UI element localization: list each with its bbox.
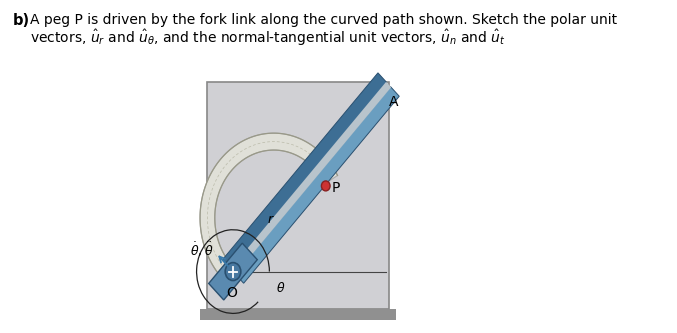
Text: $\theta$: $\theta$ xyxy=(276,281,286,295)
Circle shape xyxy=(223,268,238,285)
Bar xyxy=(200,309,396,320)
Polygon shape xyxy=(222,73,387,269)
Polygon shape xyxy=(209,243,257,300)
Text: O: O xyxy=(226,285,237,299)
Text: r: r xyxy=(268,212,273,225)
Circle shape xyxy=(225,263,241,280)
Text: vectors, $\hat{u}_r$ and $\hat{u}_\theta$, and the normal-tangential unit vector: vectors, $\hat{u}_r$ and $\hat{u}_\theta… xyxy=(30,28,506,48)
Text: A: A xyxy=(389,95,399,109)
Circle shape xyxy=(322,181,330,191)
Text: $\dot{\theta},\ddot{\theta}$: $\dot{\theta},\ddot{\theta}$ xyxy=(190,240,213,259)
Text: b): b) xyxy=(13,13,30,28)
Text: P: P xyxy=(332,181,340,195)
Polygon shape xyxy=(230,82,391,274)
Bar xyxy=(207,82,389,309)
Polygon shape xyxy=(235,87,399,283)
Text: A peg P is driven by the fork link along the curved path shown. Sketch the polar: A peg P is driven by the fork link along… xyxy=(30,13,617,27)
Polygon shape xyxy=(200,133,338,283)
